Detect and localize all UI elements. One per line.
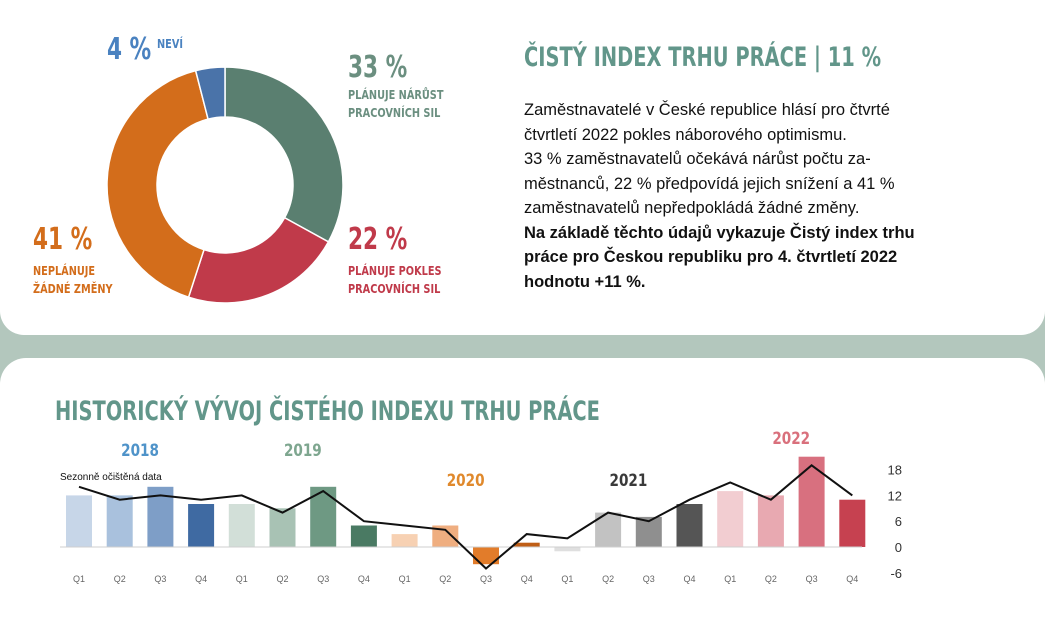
bar bbox=[106, 495, 133, 547]
pct-unknown: 4 % bbox=[107, 32, 152, 67]
bar bbox=[188, 504, 215, 547]
y-tick-label: -6 bbox=[890, 566, 902, 581]
x-tick-label: Q2 bbox=[276, 574, 288, 584]
y-tick-label: 0 bbox=[895, 540, 902, 555]
pct-increase: 33 % bbox=[348, 50, 408, 85]
x-tick-label: Q2 bbox=[765, 574, 777, 584]
x-tick-label: Q4 bbox=[521, 574, 533, 584]
summary-line: 33 % zaměstnavatelů očekává nárůst počtu… bbox=[524, 150, 871, 168]
bar bbox=[798, 456, 825, 547]
x-tick-label: Q1 bbox=[236, 574, 248, 584]
donut-chart bbox=[106, 66, 344, 304]
x-tick-label: Q3 bbox=[317, 574, 329, 584]
history-card bbox=[0, 358, 1045, 628]
x-tick-label: Q3 bbox=[480, 574, 492, 584]
label-unknown: NEVÍ bbox=[157, 36, 183, 51]
year-label: 2020 bbox=[447, 471, 485, 491]
x-tick-label: Q2 bbox=[114, 574, 126, 584]
index-title: ČISTÝ INDEX TRHU PRÁCE | 11 % bbox=[524, 42, 882, 73]
summary-paragraph: Zaměstnavatelé v České republice hlásí p… bbox=[524, 98, 974, 294]
x-tick-label: Q4 bbox=[358, 574, 370, 584]
summary-line: zaměstnavatelů nepředpokládá žádné změny… bbox=[524, 199, 860, 217]
history-chart: 2018 2019 2020 2021 2022 Sezonně očištěná dat… bbox=[60, 429, 902, 584]
pct-decrease: 22 % bbox=[348, 222, 408, 257]
seasonal-line bbox=[78, 464, 853, 570]
label-increase-1: PLÁNUJE NÁRŮST bbox=[348, 87, 444, 102]
bar bbox=[432, 525, 459, 547]
x-tick-label: Q1 bbox=[561, 574, 573, 584]
donut-slice-decrease bbox=[187, 216, 330, 304]
label-decrease-2: PRACOVNÍCH SIL bbox=[348, 281, 441, 296]
x-tick-label: Q3 bbox=[643, 574, 655, 584]
year-label: 2022 bbox=[772, 429, 810, 449]
year-label: 2019 bbox=[284, 441, 322, 461]
donut-slice-unknown bbox=[194, 66, 226, 121]
x-tick-label: Q4 bbox=[846, 574, 858, 584]
summary-bold-line: Na základě těchto údajů vykazuje Čistý i… bbox=[524, 223, 915, 242]
y-tick-label: 6 bbox=[895, 514, 902, 529]
x-tick-label: Q1 bbox=[399, 574, 411, 584]
x-tick-label: Q4 bbox=[195, 574, 207, 584]
x-tick-label: Q3 bbox=[806, 574, 818, 584]
x-tick-label: Q3 bbox=[154, 574, 166, 584]
bar bbox=[554, 547, 581, 552]
summary-bold-line: hodnotu +11 %. bbox=[524, 272, 646, 291]
history-title: HISTORICKÝ VÝVOJ ČISTÉHO INDEXU TRHU PRÁ… bbox=[55, 396, 600, 427]
bar bbox=[676, 504, 703, 547]
bar bbox=[391, 534, 418, 547]
year-label: 2018 bbox=[121, 441, 159, 461]
bar bbox=[473, 547, 499, 565]
x-tick-label: Q4 bbox=[683, 574, 695, 584]
bar bbox=[66, 495, 92, 547]
donut-slice-increase bbox=[224, 66, 344, 243]
bar bbox=[269, 508, 296, 547]
y-tick-label: 18 bbox=[888, 463, 902, 478]
bar bbox=[717, 491, 744, 547]
label-decrease-1: PLÁNUJE POKLES bbox=[348, 263, 442, 278]
bar bbox=[757, 495, 784, 547]
x-tick-label: Q1 bbox=[73, 574, 85, 584]
summary-line: městnanců, 22 % předpovídá jejich snížen… bbox=[524, 174, 895, 193]
summary-bold-line: práce pro Českou republiku pro 4. čtvrtl… bbox=[524, 248, 898, 266]
summary-line: čtvrtletí 2022 pokles náborového optimis… bbox=[524, 125, 847, 144]
x-tick-label: Q1 bbox=[724, 574, 736, 584]
donut-slice-nochange bbox=[106, 69, 210, 299]
bar bbox=[228, 504, 255, 547]
summary-line: Zaměstnavatelé v České republice hlásí p… bbox=[524, 101, 890, 119]
bar bbox=[513, 542, 540, 547]
bar bbox=[350, 525, 377, 547]
label-nochange-1: NEPLÁNUJE bbox=[33, 263, 96, 278]
y-tick-label: 12 bbox=[888, 488, 902, 503]
year-label: 2021 bbox=[610, 471, 648, 491]
label-increase-2: PRACOVNÍCH SIL bbox=[348, 105, 441, 120]
line-label: Sezonně očištěná data bbox=[60, 472, 162, 483]
x-tick-label: Q2 bbox=[439, 574, 451, 584]
x-tick-label: Q2 bbox=[602, 574, 614, 584]
label-nochange-2: ŽÁDNÉ ZMĚNY bbox=[33, 281, 113, 296]
bar bbox=[839, 499, 866, 547]
pct-nochange: 41 % bbox=[33, 222, 93, 257]
